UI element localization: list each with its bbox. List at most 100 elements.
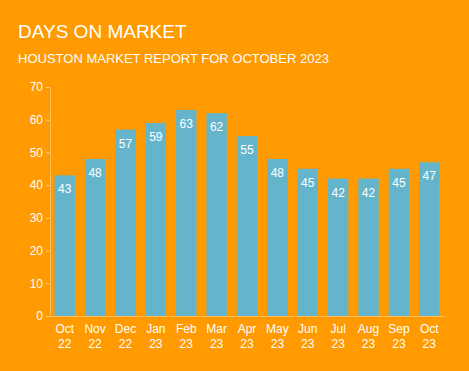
y-tick-mark [46,152,50,153]
x-tick: Mar23 [206,316,227,351]
x-tick-label-line: Jun [298,322,317,336]
y-tick-label: 10 [30,277,44,291]
x-tick-label: Mar23 [206,322,227,351]
y-tick-label: 40 [30,178,44,192]
bar [176,110,196,316]
x-tick-label: Oct23 [420,322,439,351]
x-tick-label: Sep23 [388,322,410,351]
x-tick-label-line: 23 [180,337,194,351]
bar [55,175,75,316]
bar [237,136,257,316]
x-tick-label: Nov22 [84,322,105,351]
data-label: 55 [240,143,254,157]
x-tick-label: Apr23 [238,322,257,351]
x-tick-label: Jan23 [146,322,165,351]
x-tick-label-line: Oct [55,322,74,336]
y-tick-label: 50 [30,146,44,160]
x-tick-label-line: 23 [210,337,224,351]
x-tick: Sep23 [388,316,410,351]
x-tick: Jun23 [298,316,317,351]
bar [389,169,409,316]
x-tick-label: Oct22 [55,322,74,351]
x-tick-label-line: 23 [240,337,254,351]
y-tick: 60 [30,113,50,127]
x-tick: Apr23 [238,316,257,351]
y-axis: 0 10 20 30 40 50 60 70 [30,80,51,323]
x-tick-label-line: 23 [362,337,376,351]
data-label: 63 [180,117,194,131]
x-tick-label-line: Aug [358,322,379,336]
x-tick: Feb23 [176,316,197,351]
y-tick-mark [46,87,50,88]
bar [146,123,166,316]
bar [358,179,378,316]
x-tick-label-line: Oct [420,322,439,336]
x-tick-label: May23 [266,322,289,351]
y-tick-mark [46,283,50,284]
y-tick-mark [46,218,50,219]
bar [85,159,105,316]
x-tick-label: Jun23 [298,322,317,351]
background [0,0,469,371]
chart: DAYS ON MARKET HOUSTON MARKET REPORT FOR … [0,0,469,371]
bar [419,162,439,316]
data-label: 59 [149,130,163,144]
bar [328,179,348,316]
y-tick-label: 0 [36,309,43,323]
bar [267,159,287,316]
bar [115,130,135,316]
x-tick: Oct22 [55,316,74,351]
data-label: 45 [392,176,406,190]
x-tick-label-line: Jan [146,322,165,336]
x-tick-label-line: 23 [301,337,315,351]
x-tick-label-line: 23 [423,337,437,351]
y-tick: 40 [30,178,50,192]
y-tick: 30 [30,211,50,225]
x-tick-label: Dec22 [115,322,136,351]
x-tick: Aug23 [358,316,379,351]
data-label: 57 [119,137,133,151]
x-tick: Nov22 [84,316,105,351]
y-tick: 70 [30,80,50,94]
data-label: 42 [331,186,345,200]
x-tick: Dec22 [115,316,136,351]
y-tick: 10 [30,277,50,291]
bar [298,169,318,316]
y-axis-line [50,88,51,317]
data-label: 45 [301,176,315,190]
bars [55,110,440,316]
x-tick-label-line: Jul [330,322,345,336]
y-tick-label: 30 [30,211,44,225]
x-tick-label-line: 23 [271,337,285,351]
data-label: 42 [362,186,376,200]
y-tick-mark [46,185,50,186]
x-tick-label-line: 22 [88,337,102,351]
y-tick: 20 [30,244,50,258]
data-label: 48 [271,166,285,180]
x-tick: May23 [266,316,289,351]
x-tick-label-line: Dec [115,322,136,336]
x-tick-label-line: Apr [238,322,257,336]
x-axis-line [51,316,445,317]
x-tick-label: Feb23 [176,322,197,351]
x-tick-label-line: May [266,322,289,336]
title: DAYS ON MARKET [18,21,187,42]
x-tick-label-line: 22 [58,337,72,351]
x-tick-label-line: 22 [119,337,133,351]
subtitle: HOUSTON MARKET REPORT FOR OCTOBER 2023 [18,51,329,66]
x-tick-label: Aug23 [358,322,379,351]
x-tick-label-line: 23 [392,337,406,351]
x-tick-label-line: 23 [331,337,345,351]
y-tick-label: 70 [30,80,44,94]
data-label: 62 [210,120,224,134]
y-tick-mark [46,316,50,317]
data-label: 43 [58,182,72,196]
y-tick: 0 [36,309,50,323]
data-labels: 43485759636255484542424547 [58,117,436,200]
y-tick-label: 60 [30,113,44,127]
y-tick-label: 20 [30,244,44,258]
x-tick-label-line: Nov [84,322,105,336]
x-tick-label-line: Sep [388,322,410,336]
x-tick: Jan23 [146,316,165,351]
x-tick-label-line: Feb [176,322,197,336]
